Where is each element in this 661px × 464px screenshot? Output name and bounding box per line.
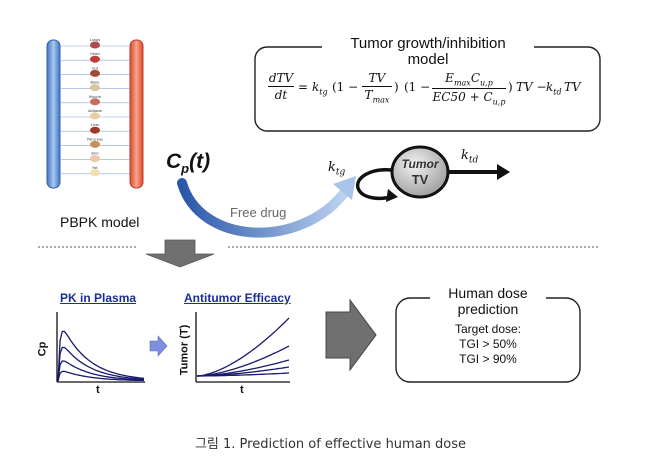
tumor-tv-label: TV — [411, 172, 429, 187]
eq-ktd: ktd — [546, 80, 562, 97]
tumor-model-title-text: Tumor growth/inhibition model — [350, 35, 506, 68]
eq-ktg: ktg — [312, 80, 328, 97]
free-drug-label: Free drug — [230, 205, 287, 220]
arterial-blood-vessel — [129, 39, 144, 189]
right-gray-arrow — [325, 298, 377, 372]
eq-tail: TV — [564, 80, 581, 94]
cp-label: Cp(t) — [166, 150, 211, 177]
plot-link-arrow — [149, 335, 168, 357]
pk-curve-4 — [57, 370, 145, 382]
efficacy-y-label: Tumor (T) — [178, 324, 191, 376]
dose-box-title-line2: prediction — [457, 301, 519, 317]
organ-label: Adipose — [88, 109, 102, 113]
organ-label: Fat — [92, 166, 98, 170]
efficacy-curve-5 — [197, 372, 290, 377]
eq-tv-mult: TV − — [516, 80, 547, 94]
efficacy-curve-2 — [196, 345, 290, 377]
tumor-model-equation: dTV dt = ktg (1 − TV Tmax ) (1 − EmaxCu,… — [266, 69, 596, 117]
organ-pancreas-icon — [90, 140, 100, 148]
pk-y-label: Cp — [36, 341, 49, 357]
organ-label: Muscle — [89, 95, 101, 99]
eq-emax-num: EmaxCu,p — [445, 71, 493, 88]
eq-tv-num: TV — [368, 71, 386, 85]
eq-tv-den: Tmax — [364, 88, 390, 105]
organ-muscle-icon — [90, 98, 100, 106]
organ-label: Gut — [92, 66, 99, 70]
organ-gut-icon — [90, 69, 100, 77]
flow-ktd-label: ktd — [461, 148, 479, 166]
tumor-label: Tumor — [401, 157, 439, 171]
organ-liver-icon — [90, 126, 100, 134]
eq-term2-open: (1 − — [404, 80, 431, 94]
organ-lungs-icon — [90, 41, 100, 49]
ktd-arrowhead — [497, 164, 510, 180]
pbpk-label: PBPK model — [60, 214, 140, 230]
efficacy-x-label: t — [240, 384, 244, 396]
organ-fat-icon — [90, 169, 100, 177]
tumor-model-title: Tumor growth/inhibition model — [322, 36, 534, 68]
efficacy-plot-title: Antitumor Efficacy — [184, 291, 291, 305]
eq-lhs-den: dt — [274, 88, 288, 102]
organ-compartments: Lungs Heart Gut Bone Muscle Adipose Liver Pancr… — [60, 38, 130, 177]
organ-label: Pancreas — [87, 137, 103, 141]
organ-skin-icon — [90, 155, 100, 163]
pk-plot-title: PK in Plasma — [60, 291, 137, 305]
dose-target: Target dose: — [454, 322, 522, 336]
organ-adipose-icon — [90, 112, 100, 120]
efficacy-curve-1 — [196, 317, 290, 377]
figure-caption: 그림 1. Prediction of effective human dose — [194, 437, 467, 452]
flow-ktg-label: ktg — [328, 160, 346, 178]
pk-curves — [57, 330, 145, 382]
organ-label: Bone — [91, 81, 100, 85]
dose-tgi-2: TGI > 90% — [459, 352, 517, 366]
free-drug-arrowhead — [333, 176, 356, 200]
down-arrow — [145, 239, 215, 268]
dose-tgi-1: TGI > 50% — [459, 337, 517, 351]
efficacy-curves — [196, 317, 290, 377]
free-drug-arc — [177, 178, 350, 238]
organ-heart-icon — [90, 55, 100, 63]
eq-lhs-num: dTV — [268, 71, 294, 85]
pk-curve-2 — [57, 346, 145, 382]
pk-curve-1 — [57, 330, 145, 382]
eq-term2-close: ) — [508, 80, 513, 94]
organ-label: Heart — [90, 52, 100, 56]
organ-label: Lungs — [90, 38, 101, 42]
ktg-circular-arrow — [355, 168, 393, 201]
organ-label: Skin — [91, 152, 98, 156]
organ-label: Liver — [91, 123, 100, 127]
eq-equals: = — [298, 80, 309, 94]
dose-box-title-line1: Human dose — [448, 285, 528, 301]
eq-term1-close: ) — [394, 80, 399, 94]
organ-bone-icon — [90, 84, 100, 92]
dose-box-title: Human dose prediction — [430, 285, 546, 317]
pk-curve-3 — [57, 360, 145, 382]
eq-term1-open: (1 − — [332, 80, 359, 94]
venous-blood-vessel — [46, 39, 61, 189]
eq-ec-den: EC50 + Cu,p — [432, 90, 506, 107]
pk-x-label: t — [96, 384, 100, 396]
ktg-arrowhead — [386, 189, 398, 202]
tumor-circle — [390, 145, 450, 199]
